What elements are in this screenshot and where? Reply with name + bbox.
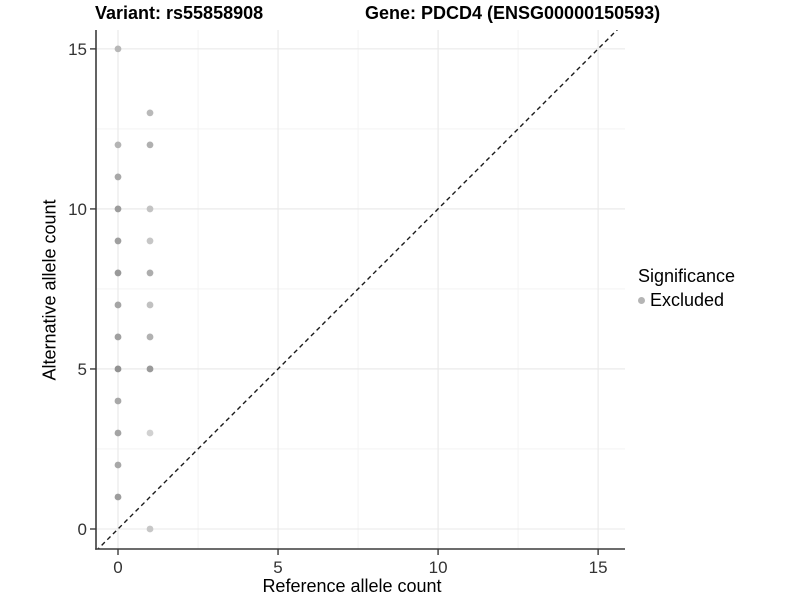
data-point xyxy=(114,173,122,181)
x-tick-label: 5 xyxy=(273,558,282,577)
x-tick-label: 15 xyxy=(589,558,608,577)
data-point xyxy=(114,365,122,373)
y-axis-title: Alternative allele count xyxy=(39,199,60,381)
data-point xyxy=(146,525,154,533)
data-point xyxy=(146,109,154,117)
data-point xyxy=(114,397,122,405)
x-tick-label: 10 xyxy=(429,558,448,577)
data-point xyxy=(114,269,122,277)
x-tick-label: 0 xyxy=(113,558,122,577)
data-point xyxy=(146,205,154,213)
data-point xyxy=(146,333,154,341)
data-point xyxy=(146,141,154,149)
data-point xyxy=(146,429,154,437)
data-point xyxy=(114,333,122,341)
legend: Significance Excluded xyxy=(638,266,735,311)
identity-line xyxy=(97,30,618,549)
data-point xyxy=(146,301,154,309)
legend-entry-label: Excluded xyxy=(650,290,725,310)
variant-title: Variant: rs55858908 xyxy=(95,3,264,23)
data-point xyxy=(114,429,122,437)
data-point xyxy=(114,205,122,213)
data-point xyxy=(114,45,122,53)
y-tick-label: 0 xyxy=(78,520,87,539)
data-point xyxy=(114,493,122,501)
data-point xyxy=(114,141,122,149)
y-tick-label: 15 xyxy=(68,40,87,59)
data-point xyxy=(146,237,154,245)
y-tick-label: 5 xyxy=(78,360,87,379)
legend-title: Significance xyxy=(638,266,736,286)
data-point xyxy=(146,269,154,277)
y-tick-label: 10 xyxy=(68,200,87,219)
legend-entry-excluded: Excluded xyxy=(638,290,735,311)
data-point xyxy=(114,461,122,469)
point-marker-icon xyxy=(638,297,645,304)
data-point xyxy=(114,237,122,245)
data-point xyxy=(114,301,122,309)
x-axis-title: Reference allele count xyxy=(262,576,442,596)
data-point xyxy=(146,365,154,373)
gene-title: Gene: PDCD4 (ENSG00000150593) xyxy=(365,3,661,23)
